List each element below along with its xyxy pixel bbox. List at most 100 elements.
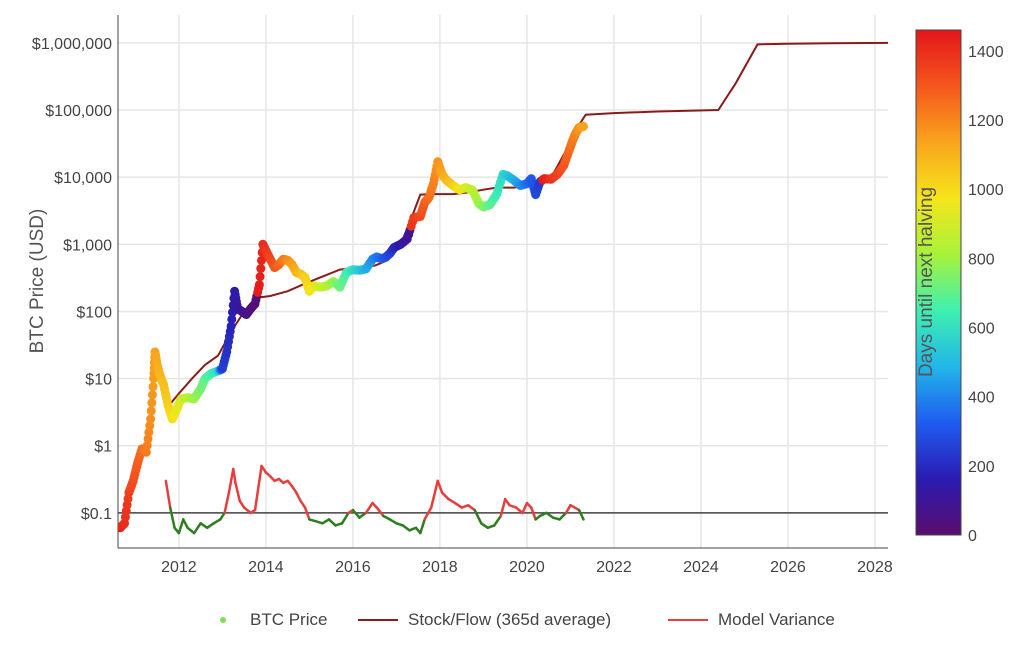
model-variance-segment — [351, 508, 361, 519]
colorbar-tick-label: 400 — [968, 390, 995, 407]
colorbar-tick-label: 1000 — [968, 182, 1004, 199]
model-variance-segment — [299, 499, 307, 509]
price-point — [146, 406, 156, 416]
model-variance-segment — [423, 506, 433, 521]
model-variance-segment — [192, 522, 202, 535]
y-axis-title: BTC Price (USD) — [27, 209, 48, 354]
model-variance-segment — [218, 511, 226, 521]
model-variance-segment — [401, 524, 411, 532]
legend-line-icon — [668, 619, 708, 621]
model-variance-segment — [530, 506, 537, 521]
model-variance-segment — [295, 491, 302, 503]
model-variance-segment — [419, 518, 426, 535]
model-variance-segment — [358, 511, 368, 519]
model-variance-segment — [466, 503, 476, 512]
price-point — [227, 314, 237, 324]
model-variance-segment — [177, 518, 185, 535]
model-variance-segment — [186, 526, 196, 535]
colorbar-ticks: 0 200 400 600 800 1000 1200 1400 — [968, 44, 1004, 545]
model-variance-segment — [238, 499, 246, 509]
price-point — [146, 414, 156, 424]
model-variance-segment — [182, 518, 189, 530]
legend-label: Stock/Flow (365d average) — [408, 610, 612, 629]
model-variance-segment — [234, 481, 242, 503]
y-tick-label: $100 — [76, 304, 112, 321]
model-variance-segment — [199, 522, 209, 530]
price-point — [578, 121, 588, 131]
y-tick-label: $10,000 — [54, 170, 112, 187]
x-tick-label: 2028 — [857, 559, 893, 576]
model-variance-segment — [340, 511, 350, 525]
axes — [117, 15, 888, 549]
colorbar-tick-label: 1200 — [968, 113, 1004, 130]
model-variance-segment — [321, 518, 331, 525]
price-point — [144, 427, 154, 437]
price-point — [255, 272, 265, 282]
model-variance-segment — [232, 467, 237, 485]
colorbar-tick-label: 800 — [968, 251, 995, 268]
model-variance-segment — [168, 506, 176, 530]
model-variance-segment — [453, 501, 463, 509]
model-variance-segment — [473, 508, 483, 525]
colorbar-gradient[interactable] — [915, 29, 962, 536]
model-variance-segment — [303, 506, 311, 521]
x-tick-label: 2024 — [683, 559, 719, 576]
model-variance-segment — [514, 506, 524, 515]
y-tick-label: $1 — [94, 439, 112, 456]
model-variance-segment — [499, 497, 507, 518]
price-point — [145, 421, 155, 431]
model-variance-segment — [564, 503, 572, 515]
price-point — [147, 398, 157, 408]
x-tick-labels: 2012 2014 2016 2018 2020 2022 2024 2026 2028 — [161, 559, 893, 576]
legend-label: Model Variance — [718, 610, 835, 629]
model-variance-segment — [327, 518, 337, 527]
model-variance-segment — [164, 479, 172, 509]
price-point — [256, 264, 266, 274]
y-tick-label: $0.1 — [81, 506, 112, 523]
legend-item-model-variance[interactable]: Model Variance — [668, 610, 835, 630]
x-tick-label: 2012 — [161, 559, 197, 576]
y-tick-labels: $0.1 $1 $10 $100 $1,000 $10,000 $100,000 $1,000… — [32, 36, 112, 523]
model-variance-segment — [545, 511, 555, 519]
price-point — [226, 321, 236, 331]
model-variance-segment — [205, 522, 215, 530]
colorbar-title: Days until next halving — [916, 187, 937, 377]
model-variance-segment — [364, 501, 374, 515]
colorbar-tick-label: 1400 — [968, 44, 1004, 61]
model-variance-segment — [290, 484, 298, 494]
variance-series — [164, 464, 585, 535]
legend-label: BTC Price — [250, 610, 328, 629]
model-variance-segment — [260, 464, 268, 474]
y-tick-label: $1,000,000 — [32, 36, 112, 53]
model-variance-segment — [577, 508, 585, 521]
model-variance-segment — [558, 511, 568, 521]
x-tick-label: 2022 — [596, 559, 632, 576]
model-variance-segment — [227, 467, 235, 494]
x-tick-label: 2026 — [770, 559, 806, 576]
colorbar-tick-label: 0 — [968, 528, 977, 545]
y-tick-label: $10 — [85, 372, 112, 389]
price-point — [147, 390, 157, 400]
model-variance-segment — [253, 464, 263, 512]
y-tick-label: $1,000 — [63, 237, 112, 254]
colorbar[interactable]: 0 200 400 600 800 1000 1200 1400 Days until nex… — [915, 29, 1004, 545]
model-variance-segment — [493, 514, 503, 527]
model-variance-segment — [429, 479, 439, 509]
price-series — [118, 121, 588, 533]
model-variance-segment — [388, 518, 398, 525]
price-point — [142, 441, 152, 451]
legend-item-stock-flow[interactable]: Stock/Flow (365d average) — [358, 610, 611, 630]
model-variance-segment — [479, 522, 490, 530]
x-tick-label: 2018 — [422, 559, 458, 576]
grid — [118, 15, 888, 548]
x-tick-label: 2014 — [248, 559, 284, 576]
price-point — [143, 434, 153, 444]
model-variance-segment — [447, 497, 457, 505]
legend-item-btc-price[interactable]: BTC Price — [220, 610, 327, 630]
model-variance-segment — [521, 501, 529, 515]
model-variance-segment — [436, 479, 444, 494]
legend-line-icon — [358, 619, 398, 621]
y-tick-label: $100,000 — [45, 103, 112, 120]
model-variance-segment — [242, 506, 252, 515]
